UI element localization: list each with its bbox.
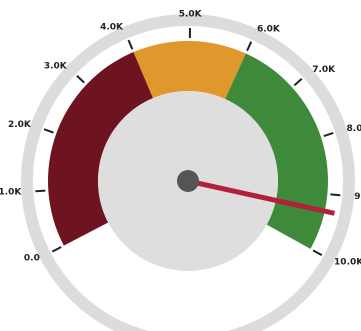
tick-label: 7.0K <box>312 65 336 75</box>
tick-label: 5.0K <box>179 10 203 20</box>
needle-hub <box>177 170 199 192</box>
tick-label: 9.0 <box>354 192 361 202</box>
needle <box>187 178 336 216</box>
outer-ring <box>21 14 355 331</box>
tick-label: 2.0K <box>8 120 32 130</box>
tick-mark <box>76 75 85 84</box>
tick-mark <box>312 249 323 257</box>
gauge-band <box>225 53 328 249</box>
tick-mark <box>43 128 54 134</box>
gauge-band <box>48 52 153 246</box>
tick-label: 10.0K <box>334 257 361 267</box>
tick-label: 8.0K <box>347 124 361 134</box>
tick-mark <box>323 132 334 138</box>
tick-label: 3.0K <box>44 62 68 72</box>
tick-mark <box>35 189 46 193</box>
gauge-band <box>133 41 246 100</box>
tick-label: 0.0 <box>24 254 40 264</box>
tick-mark <box>246 41 253 52</box>
tick-mark <box>293 77 303 87</box>
tick-mark <box>127 39 134 50</box>
tick-label: 4.0K <box>100 23 124 33</box>
tick-label: 6.0K <box>257 24 281 34</box>
tick-mark <box>330 193 341 197</box>
tick-label: 1.0K <box>0 188 22 198</box>
tick-mark <box>51 246 62 253</box>
